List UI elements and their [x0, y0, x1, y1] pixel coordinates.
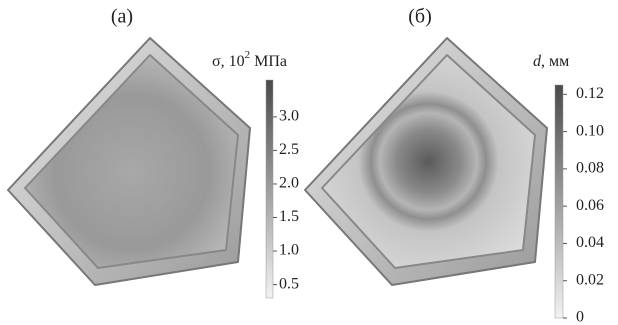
tick-label: 0.08 [576, 160, 604, 177]
panel-label: (a) [111, 6, 133, 28]
figure: (a) σ, 102 МПа 0.5 1.0 1.5 2.0 2.5 3.0 (б) d, мм 0… [0, 0, 618, 325]
shape-b [305, 38, 547, 285]
tick-label: 2.0 [279, 175, 299, 192]
tick-label: 0.12 [576, 85, 604, 102]
colorbar [266, 80, 273, 298]
colorbar [555, 85, 563, 318]
tick-label: 0.10 [576, 122, 604, 139]
tick-label: 1.0 [279, 242, 299, 259]
colorbar-title: d, мм [533, 53, 569, 70]
title-part: , мм [541, 53, 569, 70]
title-part: МПа [250, 53, 287, 70]
panel-label: (б) [408, 6, 432, 28]
title-part: , 10 [221, 53, 245, 70]
tick-label: 0.02 [576, 271, 604, 288]
tick-label: 1.5 [279, 208, 299, 225]
tick-label: 0 [576, 309, 584, 325]
colorbar-title: σ, 102 МПа [212, 49, 287, 70]
tick-label: 0.06 [576, 197, 604, 214]
tick-label: 3.0 [279, 108, 299, 125]
tick-label: 2.5 [279, 141, 299, 158]
tick-label: 0.04 [576, 234, 604, 251]
shape-a [8, 38, 250, 285]
tick-label: 0.5 [279, 275, 299, 292]
